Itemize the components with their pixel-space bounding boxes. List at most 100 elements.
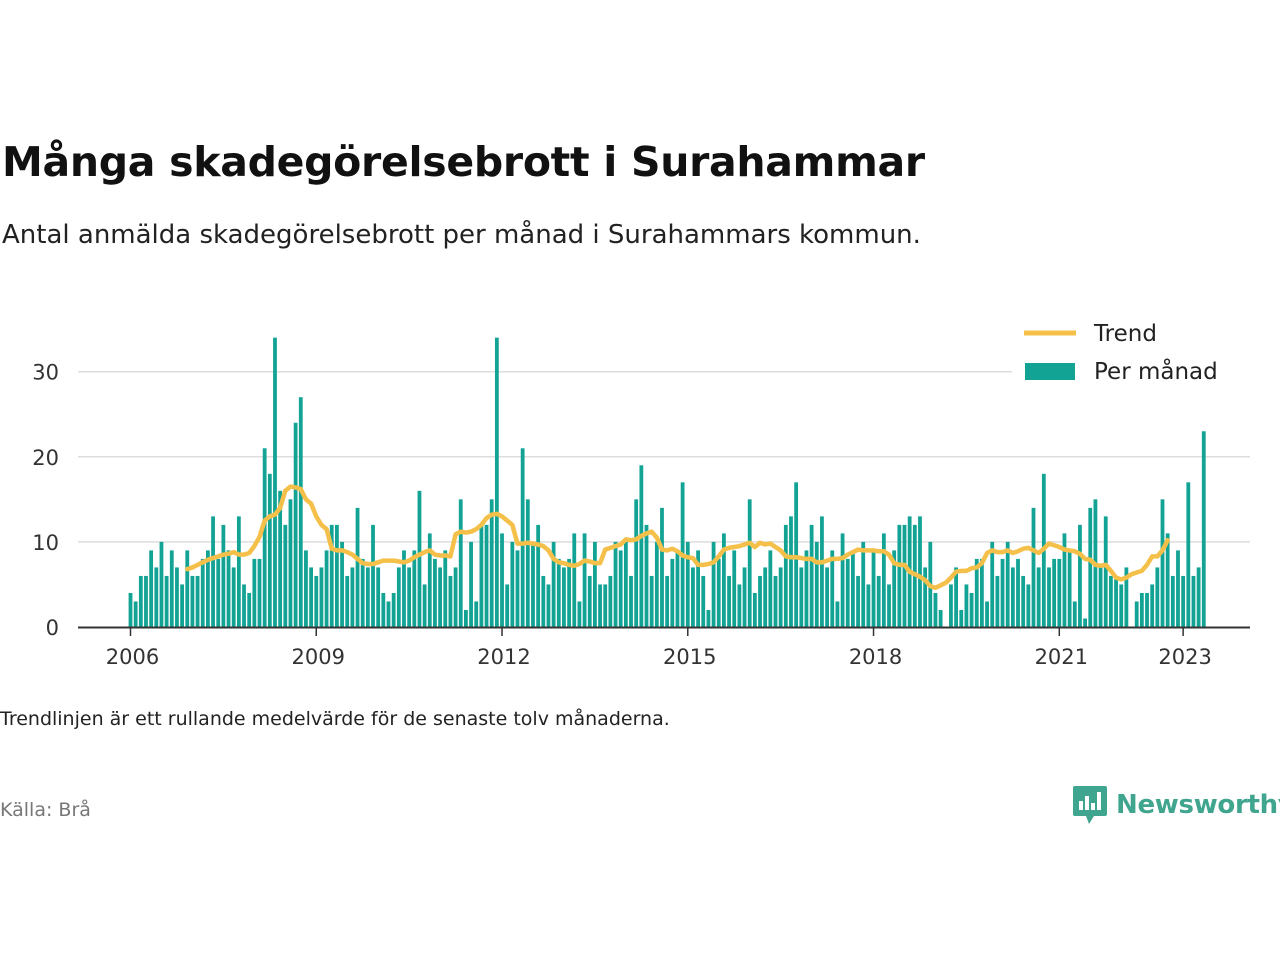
bar — [1150, 584, 1155, 627]
bar — [768, 550, 773, 627]
bar — [840, 533, 845, 627]
bar — [190, 575, 195, 627]
bar — [355, 507, 360, 627]
bar — [1026, 584, 1031, 627]
bar — [407, 567, 412, 627]
bar — [443, 550, 448, 627]
chart-title: Många skadegörelsebrott i Surahammar — [2, 138, 925, 186]
bar — [154, 567, 159, 627]
bar — [350, 567, 355, 627]
chart-subtitle: Antal anmälda skadegörelsebrott per måna… — [2, 220, 921, 250]
newsworthy-logo-icon — [1073, 786, 1107, 824]
bar — [1057, 558, 1062, 627]
bar — [1145, 592, 1149, 627]
x-tick-label: 2009 — [292, 645, 345, 669]
bar — [206, 550, 210, 627]
bar — [458, 499, 463, 627]
bar — [665, 575, 670, 627]
bar — [794, 482, 799, 627]
bar — [464, 609, 468, 627]
bar — [1067, 550, 1072, 627]
bar — [825, 567, 829, 627]
bar — [391, 592, 396, 627]
bar — [711, 541, 716, 627]
bar — [902, 524, 907, 627]
bar — [1021, 575, 1026, 627]
bar — [964, 584, 969, 627]
chart: 0 10 20 30 2006 2009 2012 2015 2018 2021 2023 Tre… — [32, 316, 1250, 669]
bar — [479, 524, 484, 627]
bar — [1186, 482, 1191, 627]
bar — [541, 575, 546, 627]
bar — [381, 592, 386, 627]
x-tick-label: 2023 — [1158, 645, 1211, 669]
bar — [494, 337, 499, 627]
bar — [474, 601, 479, 627]
bar — [1083, 618, 1087, 627]
bar — [211, 516, 215, 627]
bar — [572, 533, 577, 627]
brand-logo: Newsworthy — [1072, 784, 1280, 826]
bar — [520, 448, 525, 627]
x-axis-ticks: 2006 2009 2012 2015 2018 2021 2023 — [106, 628, 1212, 669]
bar — [149, 550, 154, 627]
bar — [778, 567, 783, 627]
bar — [1139, 592, 1144, 627]
bar — [551, 541, 556, 627]
bar — [567, 558, 571, 627]
bar — [314, 575, 319, 627]
brand-name: Newsworthy — [1116, 790, 1280, 820]
x-tick-label: 2018 — [849, 645, 902, 669]
bar — [1072, 601, 1077, 627]
bar — [732, 550, 737, 627]
bar — [799, 567, 804, 627]
bar — [298, 397, 303, 627]
bar — [360, 558, 365, 627]
bar — [200, 558, 205, 627]
bar — [783, 524, 788, 627]
legend-bars-label: Per månad — [1094, 357, 1218, 385]
bar — [231, 567, 236, 627]
bar — [856, 575, 860, 627]
bar — [969, 592, 974, 627]
bar — [427, 533, 432, 627]
bar — [128, 592, 133, 627]
legend-bars-swatch — [1025, 363, 1075, 380]
bar — [933, 592, 938, 627]
bar — [1047, 567, 1051, 627]
bar — [1191, 575, 1196, 627]
bar — [685, 541, 690, 627]
legend-trend-label: Trend — [1093, 321, 1157, 347]
bar — [365, 567, 370, 627]
bar — [1170, 575, 1175, 627]
bar — [644, 524, 649, 627]
bar — [500, 533, 504, 627]
bar — [422, 584, 427, 627]
bar — [386, 601, 391, 627]
bar — [319, 567, 324, 627]
x-tick-label: 2021 — [1035, 645, 1088, 669]
bar — [804, 550, 809, 627]
bar — [546, 584, 551, 627]
bar — [133, 601, 138, 627]
bar — [959, 609, 964, 627]
bar — [1176, 550, 1180, 627]
bar — [1016, 558, 1020, 627]
bar — [938, 609, 943, 627]
bar — [691, 567, 695, 627]
bar — [881, 533, 886, 627]
bar — [1160, 499, 1165, 627]
bar — [608, 575, 613, 627]
bar — [1005, 541, 1010, 627]
bar — [159, 541, 164, 627]
x-tick-label: 2006 — [106, 645, 159, 669]
footnote: Trendlinjen är ett rullande medelvärde f… — [0, 708, 670, 730]
bar — [438, 567, 442, 627]
bar — [892, 550, 897, 627]
bar — [820, 516, 824, 627]
bar — [396, 567, 401, 627]
y-tick-label: 20 — [32, 446, 59, 470]
bar — [324, 550, 329, 627]
bar — [1088, 507, 1093, 627]
bar — [742, 567, 747, 627]
